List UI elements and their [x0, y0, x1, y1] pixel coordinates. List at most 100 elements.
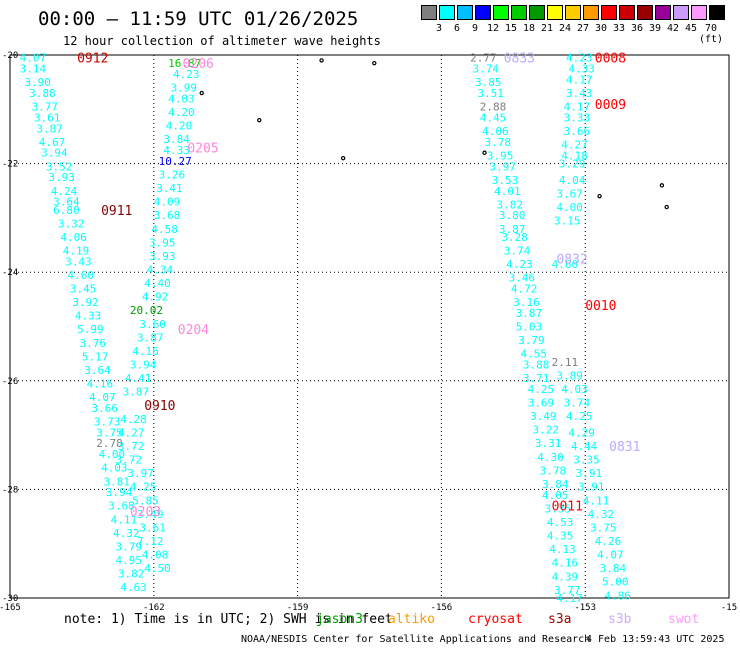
wave-height-value: 3.80 — [499, 209, 526, 222]
pass-time-label: 0009 — [595, 98, 626, 113]
pass-time-label: 0011 — [552, 500, 583, 515]
color-scale-label: 9 — [471, 23, 479, 34]
wave-height-value: 3.99 — [171, 82, 198, 95]
color-swatch — [529, 5, 545, 20]
wave-height-value: 3.51 — [477, 87, 504, 100]
wave-height-value: 3.94 — [41, 147, 68, 160]
wave-height-value: 3.87 — [499, 223, 526, 236]
wave-height-value: 3.78 — [485, 136, 512, 149]
wave-height-value: 4.11 — [111, 513, 138, 526]
island-marker — [664, 204, 669, 210]
footer-timestamp: 4 Feb 13:59:43 UTC 2025 — [586, 634, 725, 645]
wave-height-value: 4.03 — [561, 383, 588, 396]
wave-height-value: 3.68 — [154, 209, 181, 222]
wave-height-value: 4.00 — [99, 448, 126, 461]
wave-height-value: 3.79 — [518, 334, 545, 347]
wave-height-value: 4.95 — [115, 554, 142, 567]
pass-time-label: 0204 — [178, 323, 209, 338]
wave-height-value: 3.88 — [523, 359, 550, 372]
color-swatch — [709, 5, 725, 20]
wave-height-value: 3.94 — [106, 486, 133, 499]
wave-height-value: 3.92 — [72, 296, 99, 309]
wave-height-value: 3.60 — [139, 318, 166, 331]
island-marker — [372, 60, 377, 66]
wave-height-value: 4.45 — [480, 111, 507, 124]
wave-height-value: 5.99 — [77, 323, 104, 336]
wave-height-value: 7.12 — [137, 535, 164, 548]
color-scale-label: 33 — [612, 23, 626, 34]
wave-height-value: 4.06 — [482, 125, 509, 138]
lat-tick-label: -20 — [2, 51, 18, 61]
wave-height-value: 4.00 — [556, 201, 583, 214]
lat-tick-label: -26 — [2, 377, 18, 387]
color-scale-label: 6 — [453, 23, 461, 34]
wave-height-value: 4.25 — [566, 410, 593, 423]
pass-time-label: 0910 — [144, 399, 175, 414]
wave-height-value: 4.27 — [118, 426, 145, 439]
satellite-legend-item: s3a — [548, 612, 572, 627]
wave-height-value: 4.86 — [604, 589, 631, 602]
wave-height-value: 3.84 — [163, 133, 190, 146]
color-swatch — [583, 5, 599, 20]
wave-height-value: 4.40 — [144, 277, 171, 290]
wave-height-value: 4.25 — [130, 481, 157, 494]
wave-height-value: 4.58 — [151, 223, 178, 236]
satellite-legend-item: swot — [668, 612, 700, 627]
wave-height-value: 3.91 — [578, 481, 605, 494]
pass-time-label: 0911 — [101, 204, 132, 219]
wave-height-value: 4.44 — [571, 440, 598, 453]
wave-height-value: 3.46 — [509, 272, 536, 285]
satellite-legend-item: jason3 — [316, 612, 363, 627]
wave-height-value: 3.95 — [149, 236, 176, 249]
color-scale-label: 12 — [486, 23, 500, 34]
satellite-legend-item: cryosat — [468, 612, 523, 627]
wave-height-value: 3.77 — [554, 584, 581, 597]
wave-height-value: 3.61 — [139, 521, 166, 534]
wave-height-value: 3.78 — [540, 464, 567, 477]
wave-height-value: 5.85 — [132, 494, 159, 507]
wave-height-value: 16.87 — [168, 57, 201, 70]
wave-height-value: 4.60 — [68, 269, 95, 282]
color-scale-label: 27 — [576, 23, 590, 34]
wave-height-value: 3.82 — [118, 568, 145, 581]
wave-height-value: 3.43 — [65, 255, 92, 268]
wave-height-value: 4.28 — [120, 413, 147, 426]
wave-height-value: 4.16 — [552, 557, 579, 570]
map-frame — [9, 54, 730, 599]
wave-height-value: 4.72 — [511, 282, 538, 295]
wave-height-value: 3.68 — [108, 500, 135, 513]
island-marker — [659, 183, 665, 188]
color-scale-label: 45 — [684, 23, 698, 34]
wave-height-value: 4.06 — [60, 231, 87, 244]
color-swatch — [439, 5, 455, 20]
wave-height-value: 3.31 — [535, 437, 562, 450]
wave-height-value: 3.33 — [564, 111, 591, 124]
lon-tick-label: -156 — [431, 603, 453, 613]
wave-height-value: 3.35 — [573, 454, 600, 467]
wave-height-value: 2.77 — [470, 52, 497, 65]
wave-height-value: 3.94 — [130, 359, 157, 372]
lon-tick-label: -15 — [721, 603, 737, 613]
wave-height-value: 4.05 — [542, 489, 569, 502]
pass-time-label: 0010 — [585, 299, 616, 314]
wave-height-value: 5.17 — [82, 350, 109, 363]
wave-height-value: 3.67 — [556, 187, 583, 200]
color-scale-label: 15 — [504, 23, 518, 34]
wave-height-value: 4.09 — [154, 196, 181, 209]
pass-time-label: 0912 — [77, 52, 108, 67]
wave-height-value: 3.22 — [532, 424, 559, 437]
wave-height-value: 4.92 — [142, 291, 169, 304]
wave-height-value: 4.32 — [113, 527, 140, 540]
wave-height-value: 3.28 — [501, 231, 527, 244]
wave-height-value: 3.32 — [58, 217, 85, 230]
wave-height-value: 4.35 — [547, 530, 574, 543]
wave-height-value: 4.60 — [552, 258, 579, 271]
island-marker — [482, 150, 487, 155]
color-swatch — [457, 5, 473, 20]
wave-height-value: 3.77 — [32, 101, 59, 114]
wave-height-value: 3.87 — [137, 331, 164, 344]
wave-height-value: 3.91 — [576, 467, 603, 480]
wave-height-value: 3.49 — [530, 410, 557, 423]
wave-height-value: 3.15 — [554, 215, 581, 228]
wave-height-value: 4.34 — [147, 263, 174, 276]
